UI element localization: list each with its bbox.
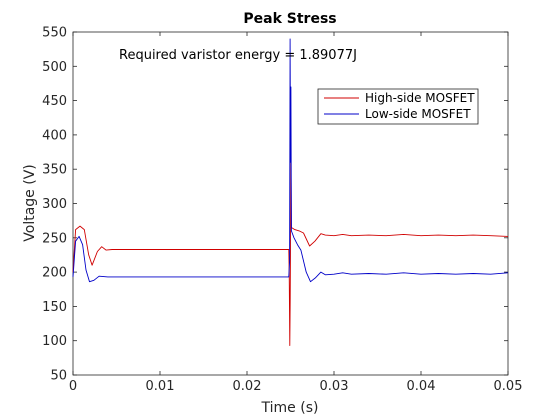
- y-tick-label: 350: [42, 163, 67, 178]
- y-tick-label: 150: [42, 300, 67, 315]
- series-line-low-side: [72, 38, 509, 283]
- y-tick-label: 200: [42, 266, 67, 281]
- y-axis-label: Voltage (V): [22, 164, 38, 241]
- varistor-energy-annotation: Required varistor energy = 1.89077J: [119, 48, 357, 63]
- y-tick-label: 500: [42, 60, 67, 75]
- legend-box: [317, 88, 479, 125]
- x-tick-label: 0.04: [407, 379, 436, 394]
- x-axis-label: Time (s): [261, 400, 319, 416]
- series-line-high-side: [72, 155, 509, 346]
- y-tick-label: 300: [42, 197, 67, 212]
- x-tick-label: 0: [69, 379, 77, 394]
- series-lines: [72, 38, 509, 346]
- x-tick-label: 0.01: [146, 379, 175, 394]
- x-tick-label: 0.05: [494, 379, 523, 394]
- y-tick-label: 450: [42, 94, 67, 109]
- y-tick-label: 550: [42, 26, 67, 41]
- legend-label-low-side: Low-side MOSFET: [365, 107, 471, 121]
- y-tick-label: 250: [42, 231, 67, 246]
- legend-label-high-side: High-side MOSFET: [365, 91, 475, 105]
- x-axis-ticks: 0 0.01 0.02 0.03 0.04 0.05: [69, 32, 523, 394]
- y-tick-label: 400: [42, 128, 67, 143]
- chart-title: Peak Stress: [243, 11, 336, 27]
- y-tick-label: 100: [42, 334, 67, 349]
- x-tick-label: 0.02: [233, 379, 262, 394]
- y-axis-ticks: 50 100 150 200 250 300 350 400 450 500 550: [42, 26, 508, 384]
- y-tick-label: 50: [50, 369, 67, 384]
- x-tick-label: 0.03: [320, 379, 349, 394]
- legend: High-side MOSFET Low-side MOSFET: [317, 88, 479, 125]
